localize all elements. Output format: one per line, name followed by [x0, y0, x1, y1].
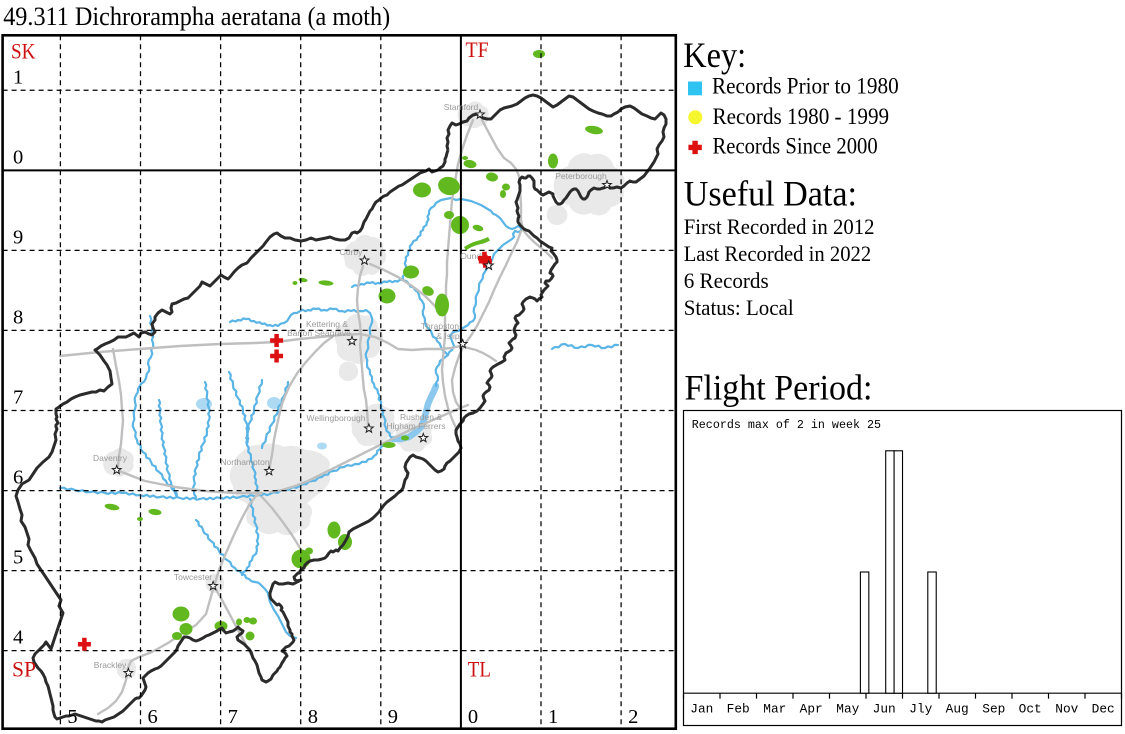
svg-text:Records Prior to 1980: Records Prior to 1980	[712, 73, 899, 98]
svg-text:4: 4	[13, 627, 23, 649]
svg-text:Feb: Feb	[727, 702, 750, 717]
svg-text:Jly: Jly	[909, 702, 932, 717]
svg-text:Mar: Mar	[763, 702, 786, 717]
svg-text:Wellingborough: Wellingborough	[307, 413, 366, 423]
svg-text:2: 2	[628, 706, 638, 728]
svg-text:7: 7	[13, 387, 23, 409]
svg-text:Sep: Sep	[982, 702, 1005, 717]
svg-text:Key:: Key:	[683, 35, 746, 75]
svg-text:SK: SK	[11, 39, 36, 64]
svg-text:9: 9	[388, 706, 398, 728]
svg-text:Stamford: Stamford	[444, 102, 479, 112]
svg-text:5: 5	[67, 706, 77, 728]
svg-text:6: 6	[148, 706, 158, 728]
svg-text:Daventry: Daventry	[93, 453, 128, 463]
svg-text:1: 1	[548, 706, 558, 728]
svg-text:Records max of 2 in week 25: Records max of 2 in week 25	[692, 418, 881, 432]
svg-text:TL: TL	[468, 657, 491, 682]
svg-text:Flight Period:: Flight Period:	[685, 368, 873, 408]
svg-text:Thrapston: Thrapston	[421, 321, 460, 331]
svg-text:Peterborough: Peterborough	[555, 171, 607, 181]
svg-text:Last Recorded in 2022: Last Recorded in 2022	[684, 241, 872, 266]
svg-text:Higham Ferrers: Higham Ferrers	[386, 421, 445, 431]
svg-text:Rushden &: Rushden &	[400, 412, 442, 422]
svg-text:Useful Data:: Useful Data:	[684, 174, 857, 214]
svg-text:Dec: Dec	[1092, 702, 1115, 717]
svg-text:Towcester: Towcester	[174, 572, 212, 582]
svg-text:May: May	[836, 702, 859, 717]
svg-text:TF: TF	[466, 37, 489, 62]
svg-text:6 Records: 6 Records	[684, 268, 769, 293]
svg-text:Aug: Aug	[946, 702, 969, 717]
svg-text:Records 1980 - 1999: Records 1980 - 1999	[713, 104, 890, 129]
svg-text:Oundle: Oundle	[460, 251, 488, 261]
svg-text:Apr: Apr	[800, 702, 823, 717]
svg-text:Records Since 2000: Records Since 2000	[713, 133, 878, 158]
svg-text:8: 8	[13, 306, 23, 328]
svg-text:Kettering &: Kettering &	[306, 319, 348, 329]
svg-text:SP: SP	[12, 657, 36, 682]
svg-text:5: 5	[13, 547, 23, 569]
svg-text:First Recorded in 2012: First Recorded in 2012	[684, 214, 875, 239]
svg-text:Jan: Jan	[690, 702, 713, 717]
svg-text:1: 1	[13, 66, 23, 88]
svg-text:Oct: Oct	[1019, 702, 1042, 717]
svg-text:Jun: Jun	[873, 702, 896, 717]
svg-text:Northampton: Northampton	[220, 457, 269, 467]
svg-text:49.311 Dichrorampha aeratana (: 49.311 Dichrorampha aeratana (a moth)	[3, 2, 390, 31]
svg-text:Brackley: Brackley	[94, 660, 127, 670]
svg-text:Status: Local: Status: Local	[684, 295, 794, 320]
svg-text:Corby: Corby	[340, 247, 363, 257]
svg-text:Barton Seagrave: Barton Seagrave	[287, 328, 351, 338]
svg-text:7: 7	[228, 706, 238, 728]
svg-text:9: 9	[13, 226, 23, 248]
svg-text:0: 0	[13, 146, 23, 168]
svg-text:& Islip: & Islip	[436, 331, 459, 341]
svg-text:6: 6	[13, 467, 23, 489]
svg-text:Nov: Nov	[1055, 702, 1078, 717]
svg-text:0: 0	[468, 706, 478, 728]
svg-text:8: 8	[308, 706, 318, 728]
